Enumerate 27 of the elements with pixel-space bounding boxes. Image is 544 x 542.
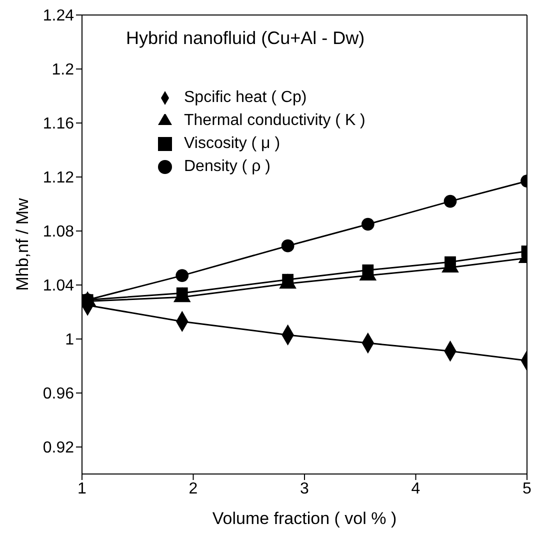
legend-label: Thermal conductivity ( K ) [184,112,366,129]
y-tick-label: 1.04 [42,278,74,295]
y-tick-label: 0.96 [42,386,74,403]
y-tick-label: 1.16 [42,116,74,133]
x-tick-label: 2 [188,480,198,498]
y-tick-label: 1.12 [42,170,74,187]
point [361,218,374,231]
text: Hybrid nanofluid (Cu+Al - Dw) [126,28,365,49]
point [362,264,374,276]
x-axis-title: Volume fraction ( vol % ) [212,509,397,528]
x-tick-label: 5 [522,480,532,498]
y-tick-label: 1.24 [42,8,74,25]
y-tick-label: 0.92 [42,440,74,457]
x-tick-label: 3 [300,480,310,498]
point [176,269,189,282]
point [444,256,456,268]
legend-label: Spcific heat ( Cp) [184,89,307,106]
y-axis-title: Mhb,nf / Mw [13,197,32,291]
point [281,239,294,252]
legend-label: Viscosity ( μ ) [184,135,280,152]
x-tick-label: 4 [411,480,420,498]
y-tick-label: 1.2 [52,62,74,79]
legend-label: Density ( ρ ) [184,158,270,175]
point [444,194,457,208]
y-tick-label: 1 [65,332,74,349]
x-tick-label: 1 [78,480,87,498]
y-tick-label: 1.08 [42,224,74,241]
